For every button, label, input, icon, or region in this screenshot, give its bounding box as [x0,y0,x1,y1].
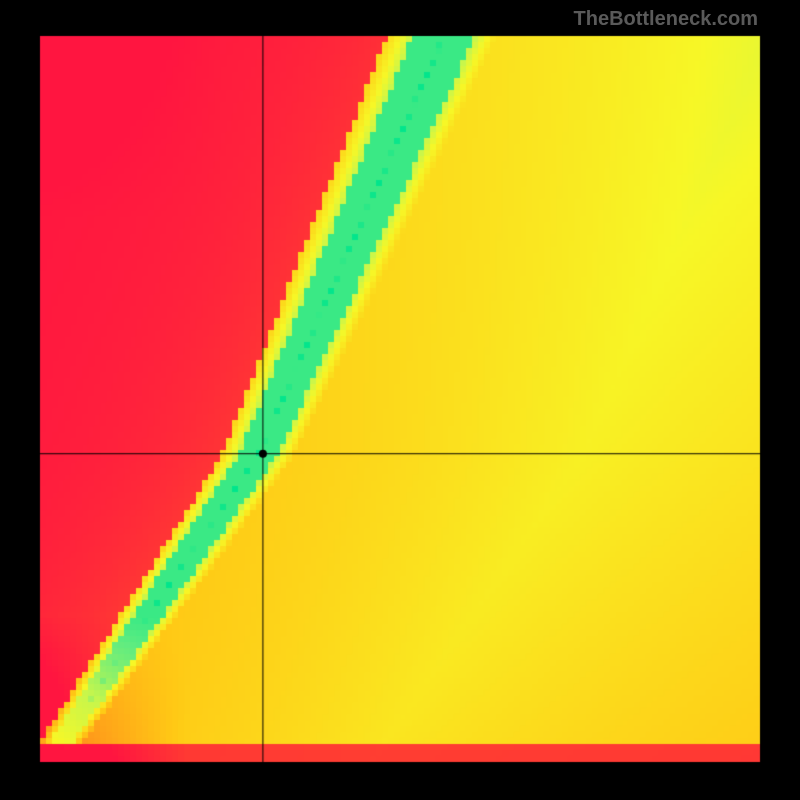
watermark-text: TheBottleneck.com [574,8,758,31]
bottleneck-heatmap [0,0,800,800]
root: TheBottleneck.com [0,0,800,800]
